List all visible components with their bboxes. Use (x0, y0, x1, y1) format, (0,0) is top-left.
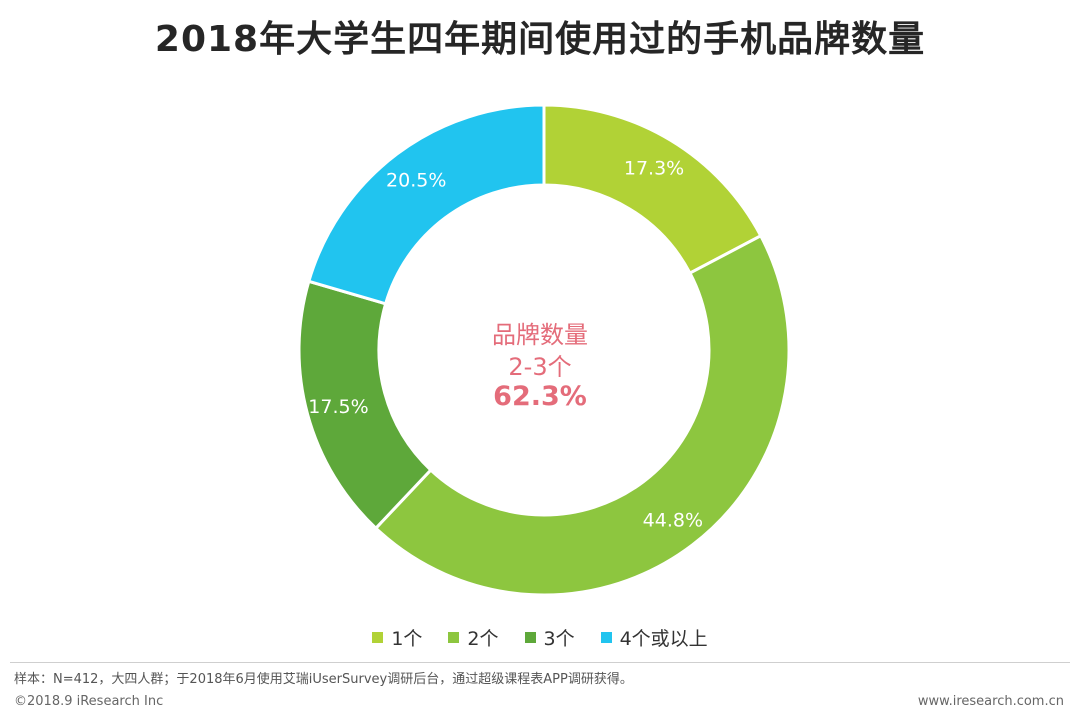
slice-1 (542, 103, 763, 276)
legend-label-2: 2个 (467, 628, 499, 650)
copyright-text: ©2018.9 iResearch Inc (14, 694, 164, 709)
legend-swatch-2 (448, 632, 460, 643)
legend-label-4: 4个或以上 (619, 628, 708, 650)
legend-swatch-3 (524, 632, 536, 643)
legend: 1个 2个 3个 4个或以上 (0, 624, 1080, 651)
legend-label-1: 1个 (391, 628, 423, 650)
legend-swatch-4 (600, 632, 612, 643)
slice-label-3: 17.5% (308, 396, 368, 418)
slice-4 (306, 103, 546, 306)
legend-swatch-1 (372, 632, 384, 643)
website-text: www.iresearch.com.cn (917, 694, 1064, 709)
chart-title: 2018年大学生四年期间使用过的手机品牌数量 (154, 19, 926, 60)
center-label-range: 2-3个 (508, 353, 572, 381)
legend-item-2: 2个 (448, 624, 499, 651)
center-label-percent: 62.3% (493, 381, 587, 412)
slice-2 (373, 233, 791, 597)
slice-label-1: 17.3% (624, 158, 684, 180)
legend-item-1: 1个 (372, 624, 422, 651)
slice-label-4: 20.5% (386, 170, 446, 192)
legend-item-4: 4个或以上 (600, 624, 708, 651)
sample-note: 样本：N=412，大四人群；于2018年6月使用艾瑞iUserSurvey调研后… (14, 672, 633, 687)
legend-item-3: 3个 (524, 624, 575, 651)
legend-label-3: 3个 (543, 628, 575, 650)
slice-label-2: 44.8% (643, 510, 703, 532)
center-label-title: 品牌数量 (492, 321, 588, 349)
footer-divider (10, 662, 1070, 663)
